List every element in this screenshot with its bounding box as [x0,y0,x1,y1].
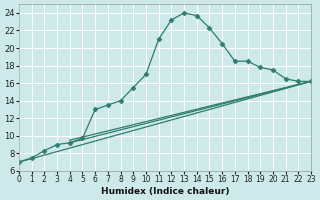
X-axis label: Humidex (Indice chaleur): Humidex (Indice chaleur) [101,187,229,196]
